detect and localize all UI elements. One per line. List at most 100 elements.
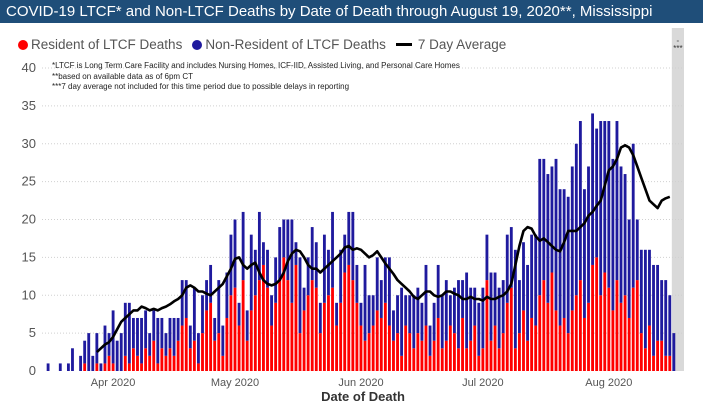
bar-non-ltcf xyxy=(123,302,127,356)
bar-non-ltcf xyxy=(233,219,237,288)
bar-non-ltcf xyxy=(119,333,123,371)
bar-ltcf xyxy=(176,340,180,371)
legend: Resident of LTCF Deaths Non-Resident of … xyxy=(18,37,516,52)
note-ltcf: *LTCF is Long Term Care Facility and inc… xyxy=(52,61,460,70)
bar-non-ltcf xyxy=(436,264,440,318)
bar-non-ltcf xyxy=(619,166,623,303)
bar-ltcf xyxy=(599,295,603,371)
bar-non-ltcf xyxy=(631,143,635,288)
x-tick-label: Aug 2020 xyxy=(585,377,632,389)
legend-label-average: 7 Day Average xyxy=(417,37,507,52)
bar-ltcf xyxy=(562,317,566,371)
chart-notes: *LTCF is Long Term Care Facility and inc… xyxy=(52,61,460,93)
bar-ltcf xyxy=(217,333,221,371)
bar-non-ltcf xyxy=(404,295,408,326)
bar-ltcf xyxy=(457,348,460,371)
bar-non-ltcf xyxy=(387,257,391,326)
bar-non-ltcf xyxy=(611,158,615,311)
bar-non-ltcf xyxy=(156,317,160,364)
bar-ltcf xyxy=(400,355,404,371)
bar-non-ltcf xyxy=(412,295,416,349)
bar-ltcf xyxy=(432,340,436,371)
bar-ltcf xyxy=(213,340,217,371)
bar-ltcf xyxy=(355,302,359,371)
bar-non-ltcf xyxy=(209,264,213,303)
bar-ltcf xyxy=(501,333,505,371)
bar-ltcf xyxy=(168,348,172,371)
bar-ltcf xyxy=(497,348,501,371)
bar-non-ltcf xyxy=(558,189,562,326)
bar-ltcf xyxy=(396,333,399,371)
bar-non-ltcf xyxy=(367,295,371,334)
bar-ltcf xyxy=(469,340,473,371)
bar-non-ltcf xyxy=(615,121,619,281)
y-tick-label: 20 xyxy=(22,212,36,227)
bar-ltcf xyxy=(664,355,668,371)
bar-non-ltcf xyxy=(335,302,339,326)
bar-ltcf xyxy=(221,355,225,371)
note-average: ***7 day average not included for this t… xyxy=(52,82,350,91)
bar-ltcf xyxy=(550,272,554,371)
bar-ltcf xyxy=(188,348,192,371)
bar-non-ltcf xyxy=(635,219,639,281)
bar-ltcf xyxy=(363,340,367,371)
bar-non-ltcf xyxy=(87,333,91,371)
bar-ltcf xyxy=(270,325,273,371)
red-dot-icon xyxy=(18,39,28,50)
bar-ltcf xyxy=(241,280,245,371)
bar-ltcf xyxy=(668,355,672,371)
bar-non-ltcf xyxy=(192,287,196,341)
bar-non-ltcf xyxy=(99,363,103,371)
bar-non-ltcf xyxy=(595,128,599,258)
y-tick-label: 30 xyxy=(22,136,36,151)
bar-ltcf xyxy=(420,340,424,371)
bar-non-ltcf xyxy=(497,287,501,349)
bar-non-ltcf xyxy=(623,174,627,296)
bar-ltcf xyxy=(282,257,286,371)
bar-non-ltcf xyxy=(513,249,517,349)
x-tick-label: May 2020 xyxy=(211,377,259,389)
bar-ltcf xyxy=(570,310,574,371)
bar-non-ltcf xyxy=(428,325,432,356)
bar-non-ltcf xyxy=(241,211,245,281)
bar-non-ltcf xyxy=(408,295,412,334)
bar-non-ltcf xyxy=(225,272,229,318)
bar-ltcf xyxy=(595,257,599,371)
bar-non-ltcf xyxy=(518,280,521,334)
bar-ltcf xyxy=(534,325,538,371)
bar-non-ltcf xyxy=(213,317,217,341)
bar-non-ltcf xyxy=(176,317,180,341)
bar-non-ltcf xyxy=(257,211,261,281)
bar-ltcf xyxy=(505,302,509,371)
x-tick-label: Jul 2020 xyxy=(462,377,504,389)
bar-non-ltcf xyxy=(294,242,298,265)
y-tick-label: 25 xyxy=(22,174,36,189)
bar-ltcf xyxy=(611,310,615,371)
legend-label-non-ltcf: Non-Resident of LTCF Deaths xyxy=(205,37,386,52)
bar-non-ltcf xyxy=(392,310,395,341)
bar-ltcf xyxy=(652,355,655,371)
bar-ltcf xyxy=(404,325,408,371)
bar-ltcf xyxy=(424,325,428,371)
shaded-region xyxy=(671,28,684,371)
bar-ltcf xyxy=(95,363,99,371)
bar-ltcf xyxy=(513,348,517,371)
bar-ltcf xyxy=(249,310,253,371)
shaded-region-label: *** xyxy=(673,44,682,53)
bar-ltcf xyxy=(477,355,481,371)
bar-ltcf xyxy=(643,348,647,371)
bar-ltcf xyxy=(538,295,542,371)
bar-ltcf xyxy=(518,333,521,371)
bar-ltcf xyxy=(436,317,440,371)
bar-non-ltcf xyxy=(570,166,574,311)
bar-non-ltcf xyxy=(607,121,611,288)
bar-ltcf xyxy=(164,355,168,371)
bar-non-ltcf xyxy=(538,158,542,296)
bar-non-ltcf xyxy=(554,158,558,311)
blue-dot-icon xyxy=(192,39,203,50)
bar-non-ltcf xyxy=(440,295,444,349)
bar-non-ltcf xyxy=(424,264,428,326)
bar-non-ltcf xyxy=(465,272,469,349)
bar-non-ltcf xyxy=(58,363,62,371)
